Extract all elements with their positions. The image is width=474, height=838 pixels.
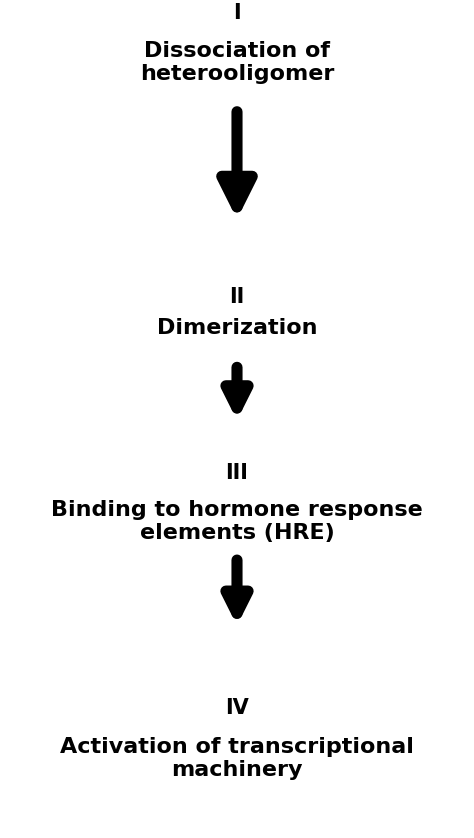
Text: Activation of transcriptional
machinery: Activation of transcriptional machinery	[60, 737, 414, 780]
Text: Dimerization: Dimerization	[157, 318, 317, 339]
Text: III: III	[226, 463, 248, 484]
Text: Binding to hormone response
elements (HRE): Binding to hormone response elements (HR…	[51, 499, 423, 543]
Text: I: I	[233, 3, 241, 23]
Text: II: II	[229, 287, 245, 308]
Text: Dissociation of
heterooligomer: Dissociation of heterooligomer	[140, 41, 334, 85]
Text: IV: IV	[225, 698, 249, 718]
